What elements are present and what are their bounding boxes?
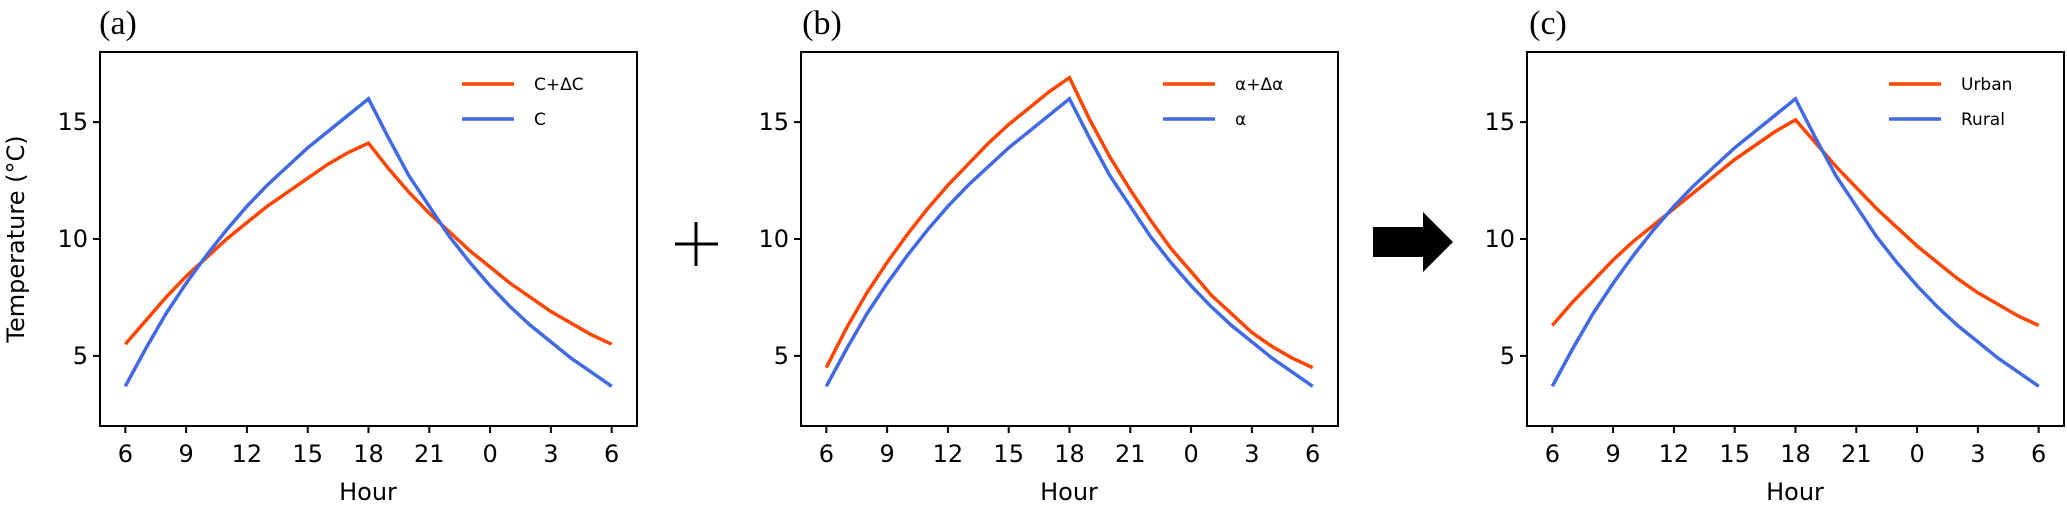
legend-label: Rural — [1961, 110, 2005, 130]
panel-a: (a) 6 9 12 15 18 21 0 3 6 5 10 15 C+ΔC C Hour Tempe… — [2, 5, 638, 506]
x-tick-label: 6 — [2031, 440, 2046, 468]
x-axis-label: Hour — [339, 478, 397, 506]
y-ticks: 5 10 15 — [758, 108, 801, 370]
x-tick-label: 0 — [1183, 440, 1198, 468]
plot-frame — [99, 51, 638, 427]
x-ticks: 6 9 12 15 18 21 0 3 6 — [819, 426, 1320, 468]
series-line-blue — [824, 96, 1314, 388]
x-tick-label: 6 — [118, 440, 133, 468]
y-ticks: 5 10 15 — [57, 108, 100, 370]
panel-label: (c) — [1529, 5, 1567, 42]
y-tick-label: 15 — [57, 108, 88, 136]
series-lines — [123, 96, 613, 388]
x-tick-label: 15 — [993, 440, 1024, 468]
x-tick-label: 15 — [1719, 440, 1750, 468]
y-tick-label: 10 — [1484, 225, 1515, 253]
y-tick-label: 10 — [57, 225, 88, 253]
x-tick-label: 6 — [604, 440, 619, 468]
x-tick-label: 21 — [414, 440, 445, 468]
x-ticks: 6 9 12 15 18 21 0 3 6 — [118, 426, 619, 468]
x-tick-label: 9 — [1605, 440, 1620, 468]
x-tick-label: 21 — [1841, 440, 1872, 468]
series-line-blue — [123, 96, 613, 388]
x-tick-label: 0 — [1909, 440, 1924, 468]
x-tick-label: 15 — [292, 440, 323, 468]
panel-b: (b) 6 9 12 15 18 21 0 3 6 5 10 15 α+Δα α Hour — [758, 5, 1339, 506]
legend: α+Δα α — [1163, 75, 1283, 130]
x-tick-label: 0 — [482, 440, 497, 468]
panel-label: (b) — [802, 5, 842, 42]
y-tick-label: 15 — [1484, 108, 1515, 136]
x-tick-label: 3 — [1244, 440, 1259, 468]
x-ticks: 6 9 12 15 18 21 0 3 6 — [1545, 426, 2046, 468]
legend-label: Urban — [1961, 75, 2012, 95]
series-line-red — [824, 75, 1314, 370]
x-tick-label: 12 — [232, 440, 263, 468]
legend-label: C — [534, 110, 546, 130]
plot-frame — [800, 51, 1339, 427]
y-ticks: 5 10 15 — [1484, 108, 1527, 370]
plus-icon — [675, 222, 718, 266]
x-tick-label: 12 — [1659, 440, 1690, 468]
x-axis-label: Hour — [1766, 478, 1824, 506]
series-lines — [824, 75, 1314, 388]
arrow-right-icon — [1373, 212, 1453, 272]
x-tick-label: 6 — [1545, 440, 1560, 468]
legend-label: C+ΔC — [534, 75, 584, 95]
x-tick-label: 18 — [1780, 440, 1811, 468]
series-line-red — [1550, 117, 2040, 328]
legend-label: α+Δα — [1235, 75, 1283, 95]
series-lines — [1550, 96, 2040, 388]
y-axis-label: Temperature (°C) — [2, 135, 30, 343]
plot-frame — [1526, 51, 2065, 427]
panel-c: (c) 6 9 12 15 18 21 0 3 6 5 10 15 Urban Rural Hour — [1484, 5, 2065, 506]
x-tick-label: 9 — [879, 440, 894, 468]
legend-label: α — [1235, 110, 1246, 130]
x-tick-label: 3 — [1970, 440, 1985, 468]
series-line-blue — [1550, 96, 2040, 388]
x-tick-label: 3 — [543, 440, 558, 468]
legend: C+ΔC C — [462, 75, 584, 130]
panel-label: (a) — [99, 5, 137, 42]
y-tick-label: 15 — [758, 108, 789, 136]
x-tick-label: 6 — [1305, 440, 1320, 468]
series-line-red — [123, 141, 613, 346]
y-tick-label: 10 — [758, 225, 789, 253]
x-axis-label: Hour — [1040, 478, 1098, 506]
y-tick-label: 5 — [774, 342, 789, 370]
x-tick-label: 18 — [1054, 440, 1085, 468]
y-tick-label: 5 — [73, 342, 88, 370]
x-tick-label: 6 — [819, 440, 834, 468]
x-tick-label: 12 — [933, 440, 964, 468]
x-tick-label: 21 — [1115, 440, 1146, 468]
legend: Urban Rural — [1889, 75, 2012, 130]
x-tick-label: 9 — [178, 440, 193, 468]
y-tick-label: 5 — [1500, 342, 1515, 370]
x-tick-label: 18 — [353, 440, 384, 468]
